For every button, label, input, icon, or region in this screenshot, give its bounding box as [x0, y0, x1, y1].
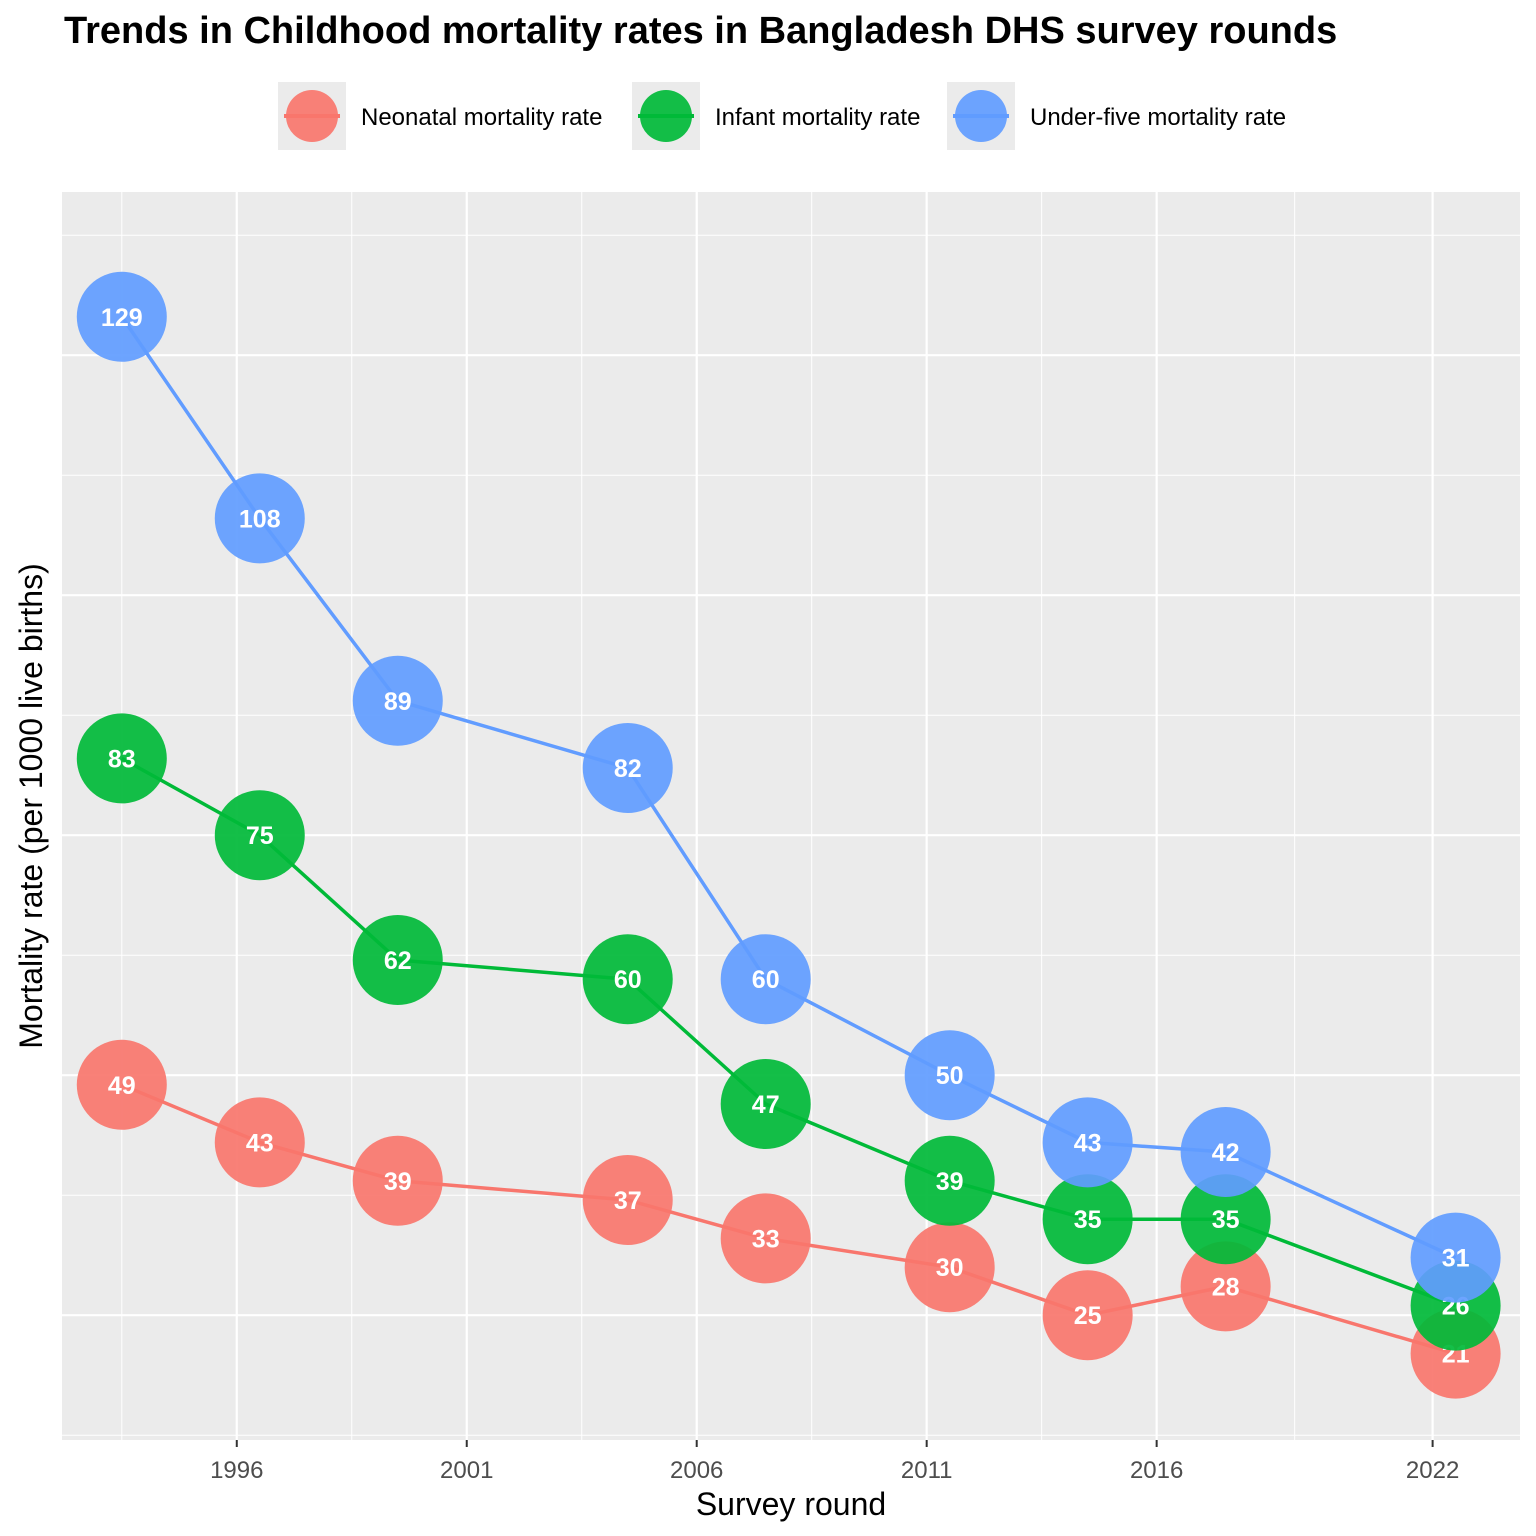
legend-key-marker	[955, 90, 1007, 142]
point-marker	[582, 723, 673, 813]
point-value-label: 35	[1212, 1206, 1240, 1234]
point-value-label: 50	[936, 1062, 964, 1090]
point-value-label: 82	[614, 755, 642, 783]
point-marker	[904, 1222, 995, 1313]
data-point: 39	[904, 1135, 995, 1226]
point-marker	[904, 1135, 995, 1226]
data-point: 33	[720, 1193, 811, 1284]
data-point: 37	[582, 1155, 673, 1245]
data-point: 60	[720, 934, 811, 1025]
point-value-label: 49	[108, 1072, 136, 1100]
data-point: 50	[904, 1030, 995, 1121]
point-marker	[1042, 1097, 1133, 1188]
legend-item: Under-five mortality rate	[947, 82, 1286, 150]
x-axis-title: Survey round	[696, 1486, 886, 1522]
data-point: 82	[582, 723, 673, 813]
data-point: 28	[1180, 1241, 1271, 1332]
point-value-label: 60	[752, 966, 780, 994]
point-marker	[76, 1039, 167, 1130]
point-marker	[720, 1193, 811, 1284]
point-value-label: 75	[246, 822, 274, 850]
legend-label: Under-five mortality rate	[1030, 104, 1286, 131]
data-point: 47	[720, 1059, 811, 1149]
point-marker	[1042, 1174, 1133, 1265]
data-point: 62	[352, 915, 443, 1005]
point-marker	[214, 790, 305, 881]
data-point: 35	[1180, 1174, 1271, 1265]
point-marker	[214, 1097, 305, 1188]
point-marker	[720, 1059, 811, 1149]
data-point: 129	[76, 271, 167, 362]
y-axis-title: Mortality rate (per 1000 live births)	[13, 563, 49, 1049]
x-tick-label: 2006	[670, 1457, 723, 1484]
point-marker	[582, 934, 673, 1025]
point-value-label: 25	[1074, 1302, 1102, 1330]
data-point: 49	[76, 1039, 167, 1130]
data-point: 83	[76, 713, 167, 804]
chart-title: Trends in Childhood mortality rates in B…	[64, 10, 1338, 52]
x-tick-label: 1996	[210, 1457, 263, 1484]
x-tick-label: 2016	[1130, 1457, 1183, 1484]
data-point: 25	[1042, 1270, 1133, 1361]
x-tick-label: 2022	[1406, 1457, 1459, 1484]
point-marker	[76, 713, 167, 804]
legend-key-marker	[640, 90, 692, 142]
legend-item: Neonatal mortality rate	[278, 82, 602, 150]
point-value-label: 60	[614, 966, 642, 994]
legend: Neonatal mortality rate Infant mortality …	[278, 82, 1286, 150]
data-point: 60	[582, 934, 673, 1025]
data-point: 43	[1042, 1097, 1133, 1188]
point-marker	[76, 271, 167, 362]
data-point: 108	[214, 473, 305, 564]
point-value-label: 33	[752, 1225, 780, 1253]
legend-key-marker	[286, 90, 338, 142]
point-value-label: 37	[614, 1187, 642, 1215]
data-point: 31	[1410, 1212, 1501, 1303]
point-value-label: 108	[239, 505, 281, 533]
point-marker	[582, 1155, 673, 1245]
point-value-label: 28	[1212, 1273, 1240, 1301]
point-value-label: 35	[1074, 1206, 1102, 1234]
point-value-label: 42	[1212, 1139, 1240, 1167]
data-point: 75	[214, 790, 305, 881]
point-marker	[352, 655, 443, 746]
point-marker	[1180, 1107, 1271, 1197]
data-point: 42	[1180, 1107, 1271, 1197]
point-value-label: 129	[101, 304, 143, 332]
point-marker	[352, 915, 443, 1005]
point-value-label: 39	[384, 1168, 412, 1196]
point-marker	[1180, 1174, 1271, 1265]
point-marker	[1410, 1212, 1501, 1303]
legend-item: Infant mortality rate	[632, 82, 920, 150]
data-point: 35	[1042, 1174, 1133, 1265]
point-value-label: 43	[1074, 1129, 1102, 1157]
point-value-label: 30	[936, 1254, 964, 1282]
point-marker	[720, 934, 811, 1025]
point-marker	[214, 473, 305, 564]
data-point: 39	[352, 1135, 443, 1226]
data-point: 30	[904, 1222, 995, 1313]
legend-label: Neonatal mortality rate	[361, 104, 602, 131]
point-value-label: 62	[384, 947, 412, 975]
x-axis-ticks: 1996 2001 2006 2011 2016 2022	[210, 1440, 1459, 1484]
point-value-label: 89	[384, 688, 412, 716]
data-point: 43	[214, 1097, 305, 1188]
point-value-label: 31	[1442, 1245, 1470, 1273]
point-value-label: 83	[108, 745, 136, 773]
point-marker	[1180, 1241, 1271, 1332]
x-tick-label: 2011	[901, 1457, 953, 1484]
point-marker	[352, 1135, 443, 1226]
point-value-label: 47	[752, 1091, 780, 1119]
legend-label: Infant mortality rate	[715, 104, 920, 131]
point-value-label: 43	[246, 1129, 274, 1157]
point-marker	[1042, 1270, 1133, 1361]
x-tick-label: 2001	[440, 1457, 493, 1484]
point-marker	[904, 1030, 995, 1121]
data-point: 89	[352, 655, 443, 746]
point-value-label: 39	[936, 1168, 964, 1196]
